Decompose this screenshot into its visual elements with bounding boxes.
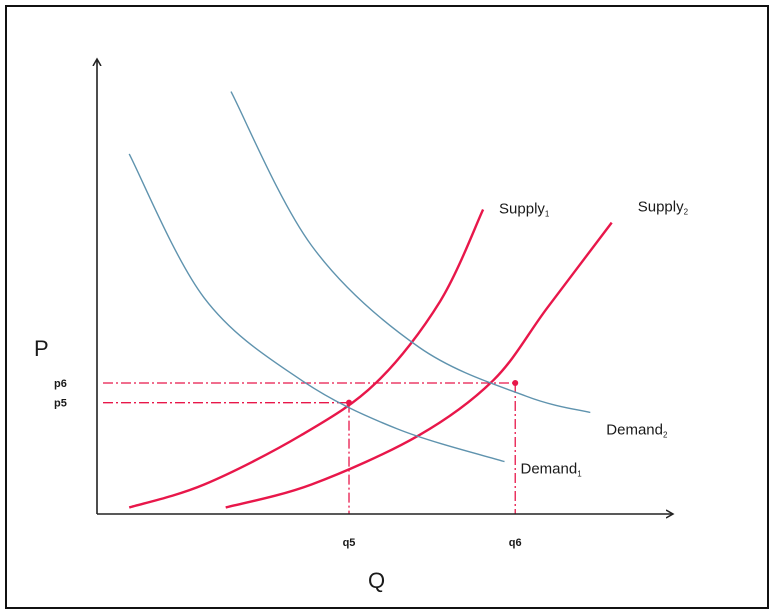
y-tick-label-p5: p5 (54, 398, 67, 410)
y-tick-label-p6: p6 (54, 378, 67, 390)
demand-label-subscript: 1 (577, 470, 582, 479)
supply-label-2: Supply2 (638, 199, 689, 217)
supply-curve-2 (225, 221, 613, 509)
x-axis-title: Q (368, 568, 385, 593)
x-tick-label-q5: q5 (343, 537, 356, 549)
supply-curve-1 (128, 208, 485, 509)
supply-label-1: Supply1 (499, 201, 550, 219)
curves (128, 91, 613, 509)
equilibrium-point (512, 380, 519, 387)
guide-lines (103, 380, 519, 514)
demand-label-1: Demand1 (521, 461, 583, 479)
demand-label-subscript: 2 (663, 431, 668, 440)
demand-curve-2 (230, 91, 591, 414)
demand-curve-1 (128, 153, 505, 463)
chart-frame (5, 5, 769, 609)
supply-label-subscript: 2 (684, 208, 689, 217)
labels: Supply1 Supply2 Demand1 Demand2 p5 q5 p6 q6 (54, 199, 689, 549)
demand-label-2: Demand2 (606, 422, 668, 440)
y-axis-title: P (34, 336, 49, 361)
x-tick-label-q6: q6 (509, 537, 522, 549)
supply-label-subscript: 1 (545, 210, 550, 219)
